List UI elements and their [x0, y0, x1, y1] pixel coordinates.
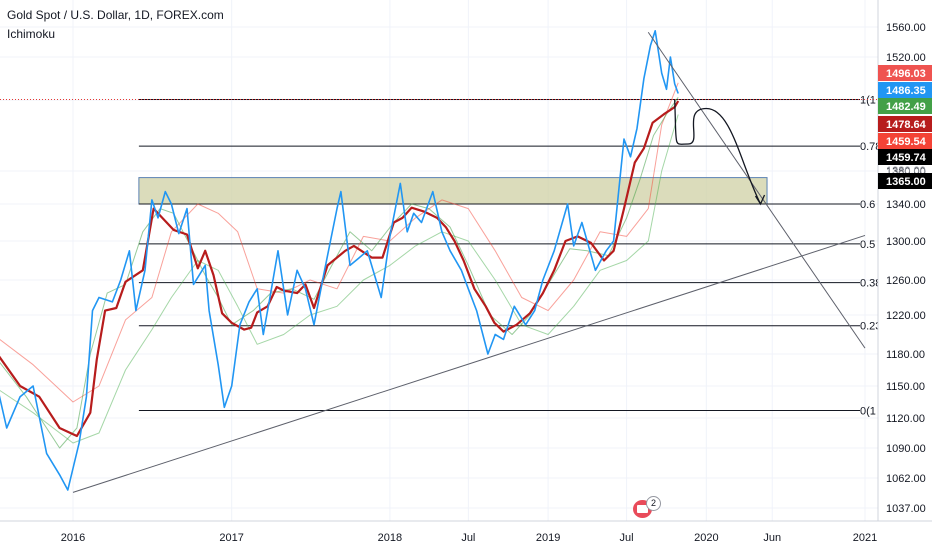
time-axis-label: 2016: [61, 532, 85, 544]
indicator-label[interactable]: Ichimoku: [7, 27, 56, 41]
event-count-badge: 2: [646, 496, 661, 511]
time-axis-label: 2017: [219, 532, 243, 544]
price-label-badge: [878, 133, 932, 149]
fib-level-label: 0(1: [860, 406, 876, 418]
price-label-text: 1459.74: [886, 152, 927, 164]
price-label-badge: [878, 98, 932, 114]
economic-event-flag-icon[interactable]: 2: [633, 496, 661, 518]
price-label-text: 1478.64: [886, 119, 927, 131]
time-axis-label: Jul: [461, 532, 475, 544]
series-group: [0, 29, 680, 491]
fib-level-label: 0.78: [860, 141, 881, 153]
time-axis-label: 2020: [694, 532, 718, 544]
price-label-text: 1365.00: [886, 176, 926, 188]
price-axis-tick: 1037.00: [886, 503, 926, 515]
price-axis-tick: 1520.00: [886, 52, 926, 64]
time-axis-label: 2021: [853, 532, 877, 544]
price-axis-tick: 1150.00: [886, 381, 925, 393]
time-axis-label: Jun: [763, 532, 781, 544]
fib-level-label: 0.38: [860, 278, 881, 290]
time-axis-label: Jul: [620, 532, 634, 544]
fib-level-label: 0.6: [860, 199, 875, 211]
series-lagging-span: [0, 97, 679, 449]
price-axis-tick: 1090.00: [886, 443, 926, 455]
price-label-text: 1486.35: [886, 85, 926, 97]
projection-path: [674, 99, 762, 205]
price-axis-tick: 1560.00: [886, 22, 926, 34]
price-label-text: 1482.49: [886, 101, 926, 113]
trendline-2: [647, 31, 866, 349]
price-label-badge: [878, 82, 932, 98]
trendline-1: [72, 234, 866, 493]
price-label-badge: [878, 149, 932, 165]
price-axis-tick: 1062.00: [886, 473, 926, 485]
price-label-badge: [878, 173, 932, 189]
series-cloud-lower: [0, 114, 679, 444]
price-axis-tick: 1340.00: [886, 199, 926, 211]
projection-arrow-icon: [754, 194, 766, 206]
price-label-text: 1496.03: [886, 68, 926, 80]
chart-title: Gold Spot / U.S. Dollar, 1D, FOREX.com: [7, 8, 224, 22]
supply-zone-rectangle: [138, 177, 768, 205]
price-axis-tick: 1180.00: [886, 349, 925, 361]
series-price: [0, 29, 679, 491]
price-label-badge: [878, 65, 932, 81]
price-axis-tick: 1120.00: [886, 413, 925, 425]
price-axis-tick: 1300.00: [886, 236, 926, 248]
time-axis-label: 2018: [378, 532, 402, 544]
price-axis-tick: 1220.00: [886, 310, 926, 322]
time-axis-label: 2019: [536, 532, 560, 544]
price-label-text: 1459.54: [886, 136, 927, 148]
price-axis-tick: 1260.00: [886, 275, 926, 287]
fib-level-label: 0.5: [860, 239, 875, 251]
price-label-badge: [878, 116, 932, 132]
us-flag-icon: [637, 505, 648, 513]
fib-level-label: 1(1: [860, 94, 876, 106]
fib-level-label: 0.23: [860, 321, 881, 333]
